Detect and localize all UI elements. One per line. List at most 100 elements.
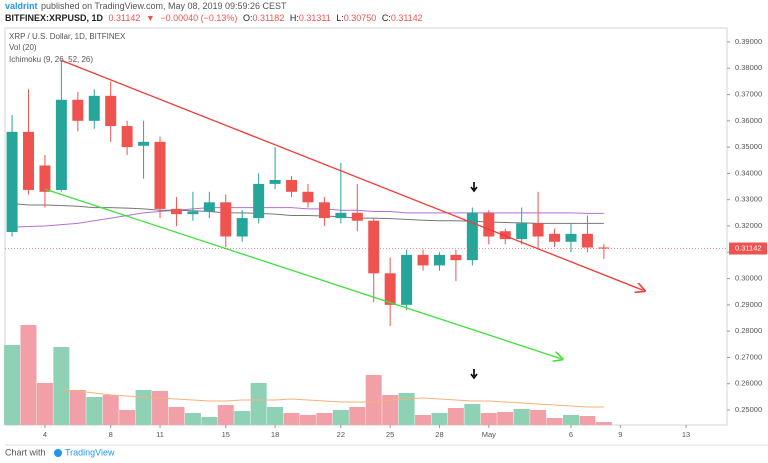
volume-bar [152,391,169,425]
last-price-label: 0.31142 [735,244,762,253]
volume-ma-line [61,389,604,408]
l-label: L: [336,13,344,23]
arrow-marker [470,182,478,193]
ichimoku-line [12,203,604,224]
volume-bar [415,415,432,425]
author[interactable]: valdrint [5,1,38,11]
symbol: BITFINEX:XRPUSD, 1D [5,13,104,23]
candle-body [335,212,347,219]
volume-bar [53,347,70,425]
volume-bar [332,410,349,425]
candle-body [138,141,150,146]
volume-bar [316,413,333,425]
candle-body [6,131,18,233]
x-tick-label: May [482,430,496,439]
candle-body [351,212,363,221]
candle-body [23,131,35,190]
candle-body [368,220,380,274]
volume-bar [201,417,218,425]
candle-body [253,183,265,219]
volume-bar [267,407,284,425]
ichimoku-line [12,207,604,228]
legend-main: XRP / U.S. Dollar, 1D, BITFINEX [9,32,126,41]
trendline [61,59,643,290]
x-tick-label: 18 [271,430,279,439]
volume-bar [119,410,136,425]
c-label: C: [381,13,391,23]
y-tick-label: 0.30000 [735,274,762,283]
legend-volume: Vol (20) [9,43,37,52]
volume-bar [217,405,234,425]
x-tick-label: 13 [682,430,690,439]
candle-body [220,202,232,237]
x-tick-label: 22 [337,430,345,439]
candle-body [318,202,330,219]
candle-body [236,218,248,237]
candle-body [39,165,51,192]
volume-bar [579,416,596,425]
volume-bar [69,390,86,425]
candle-body [187,211,199,215]
y-tick-label: 0.38000 [735,63,762,72]
volume-bar [102,395,119,425]
volume-bar [382,395,399,425]
volume-bar [36,383,53,425]
candle-body [384,273,396,305]
x-tick-label: 8 [109,430,113,439]
h-label: H: [289,13,299,23]
candle-body [565,233,577,242]
volume-bar [546,418,563,425]
legend-ichimoku: Ichimoku (9, 26, 52, 26) [9,55,93,64]
volume-bar [480,413,497,425]
y-tick-label: 0.35000 [735,142,762,151]
volume-bar [4,345,21,425]
candle-body [170,208,182,215]
candle-body [72,99,84,121]
candle-body [55,99,67,190]
change: −0.00040 (−0.13%) [160,13,238,23]
y-tick-label: 0.29000 [735,300,762,309]
candle-body [433,254,445,266]
footer: Chart with TradingView [5,447,115,457]
symbol-line: BITFINEX:XRPUSD, 1D 0.31142 ▼ −0.00040 (… [5,13,426,23]
volume-bar [447,408,464,425]
y-tick-label: 0.27000 [735,352,762,361]
volume-bar [562,415,579,425]
candle-body [203,202,215,212]
candle-body [483,212,495,237]
volume-bar [135,390,152,425]
candle-body [450,254,462,261]
y-tick-label: 0.32000 [735,221,762,230]
price: 0.31142 [108,13,141,23]
candle-body [401,254,413,305]
volume-bar [234,411,251,425]
y-tick-label: 0.33000 [735,195,762,204]
volume-bar [431,413,448,425]
y-tick-label: 0.34000 [735,168,762,177]
arrow-marker [470,369,478,380]
volume-bar [86,397,103,425]
candle-body [105,95,117,127]
volume-bar [299,415,316,425]
volume-bar [283,413,300,425]
h-value: 0.31311 [298,13,331,23]
y-tick-label: 0.26000 [735,379,762,388]
y-tick-label: 0.36000 [735,116,762,125]
volume-bar [497,412,514,425]
candle-body [466,212,478,261]
volume-bar [365,375,382,425]
x-tick-label: 25 [386,430,394,439]
y-tick-label: 0.25000 [735,405,762,414]
footer-brand[interactable]: TradingView [65,447,115,457]
l-value: 0.30750 [343,13,377,23]
candle-body [581,233,593,248]
candle-body [286,179,298,192]
plot-frame [4,27,728,426]
candle-body [302,191,314,203]
x-tick-label: 28 [435,430,443,439]
direction: ▼ [145,13,155,23]
published: published on TradingView.com, May 08, 20… [41,1,287,11]
header-line: valdrint published on TradingView.com, M… [5,1,290,11]
